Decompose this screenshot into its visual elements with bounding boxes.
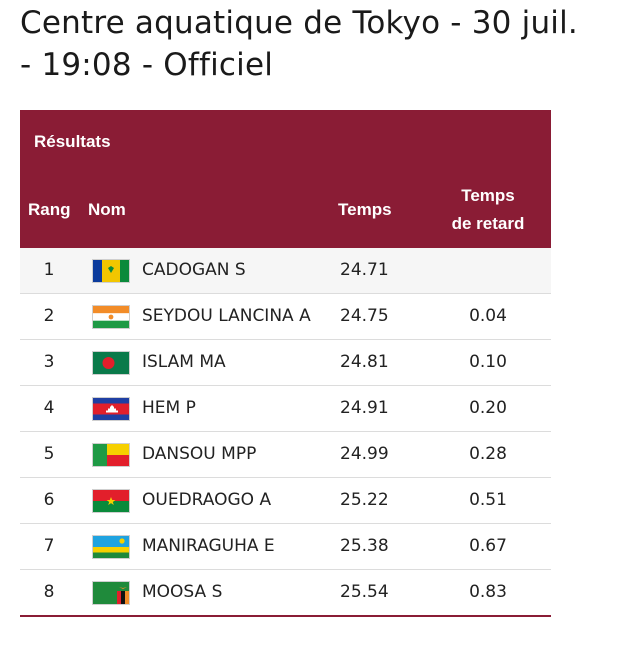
- time-cell: 24.75: [340, 306, 389, 326]
- athlete-name: OUEDRAOGO A: [142, 490, 272, 510]
- behind-header-line1: Temps: [461, 186, 515, 205]
- behind-column-header: Temps de retard: [438, 182, 538, 238]
- results-rows: 1 CADOGAN S 24.71 2: [20, 248, 551, 617]
- table-row: 1 CADOGAN S 24.71: [20, 248, 551, 294]
- athlete-name: DANSOU MPP: [142, 444, 257, 464]
- results-table: Résultats Rang Nom Temps Temps de retard…: [20, 110, 551, 617]
- table-row: 2 SEYDOU LANCINA A 24.75 0.04: [20, 294, 551, 340]
- cambodia-flag-icon: [92, 397, 130, 421]
- behind-cell: 0.20: [469, 398, 507, 418]
- time-cell: 24.81: [340, 352, 389, 372]
- table-header: Résultats Rang Nom Temps Temps de retard: [20, 110, 551, 248]
- rank-cell: 4: [43, 398, 55, 418]
- table-row: 6 OUEDRAOGO A 25.22 0.51: [20, 478, 551, 524]
- rank-cell: 8: [43, 582, 55, 602]
- rank-cell: 3: [43, 352, 55, 372]
- time-cell: 25.38: [340, 536, 389, 556]
- benin-flag-icon: [92, 443, 130, 467]
- rank-cell: 2: [43, 306, 55, 326]
- table-row: 3 ISLAM MA 24.81 0.10: [20, 340, 551, 386]
- niger-flag-icon: [92, 305, 130, 329]
- rank-cell: 5: [43, 444, 55, 464]
- zambia-flag-icon: [92, 581, 130, 605]
- table-row: 8 MOOSA S 25.54 0.83: [20, 570, 551, 617]
- athlete-name: MANIRAGUHA E: [142, 536, 275, 556]
- section-label: Résultats: [34, 132, 111, 151]
- behind-cell: 0.04: [469, 306, 507, 326]
- saint-vincent-flag-icon: [92, 259, 130, 283]
- bangladesh-flag-icon: [92, 351, 130, 375]
- athlete-name: HEM P: [142, 398, 196, 418]
- time-cell: 24.71: [340, 260, 389, 280]
- rank-cell: 1: [43, 260, 55, 280]
- time-cell: 24.91: [340, 398, 389, 418]
- behind-cell: 0.83: [469, 582, 507, 602]
- behind-cell: 0.10: [469, 352, 507, 372]
- table-row: 4 HEM P 24.91 0.20: [20, 386, 551, 432]
- rank-cell: 6: [43, 490, 55, 510]
- athlete-name: SEYDOU LANCINA A: [142, 306, 311, 326]
- behind-cell: 0.28: [469, 444, 507, 464]
- behind-cell: 0.67: [469, 536, 507, 556]
- athlete-name: MOOSA S: [142, 582, 223, 602]
- time-cell: 25.54: [340, 582, 389, 602]
- behind-header-line2: de retard: [451, 214, 525, 233]
- time-column-header: Temps: [338, 200, 392, 219]
- athlete-name: CADOGAN S: [142, 260, 246, 280]
- table-row: 5 DANSOU MPP 24.99 0.28: [20, 432, 551, 478]
- page-title: Centre aquatique de Tokyo - 30 juil. - 1…: [20, 5, 578, 83]
- athlete-name: ISLAM MA: [142, 352, 226, 372]
- table-row: 7 MANIRAGUHA E 25.38 0.67: [20, 524, 551, 570]
- name-column-header: Nom: [88, 200, 126, 219]
- burkina-faso-flag-icon: [92, 489, 130, 513]
- rank-column-header: Rang: [28, 200, 71, 219]
- time-cell: 24.99: [340, 444, 389, 464]
- rank-cell: 7: [43, 536, 55, 556]
- rwanda-flag-icon: [92, 535, 130, 559]
- behind-cell: 0.51: [469, 490, 507, 510]
- time-cell: 25.22: [340, 490, 389, 510]
